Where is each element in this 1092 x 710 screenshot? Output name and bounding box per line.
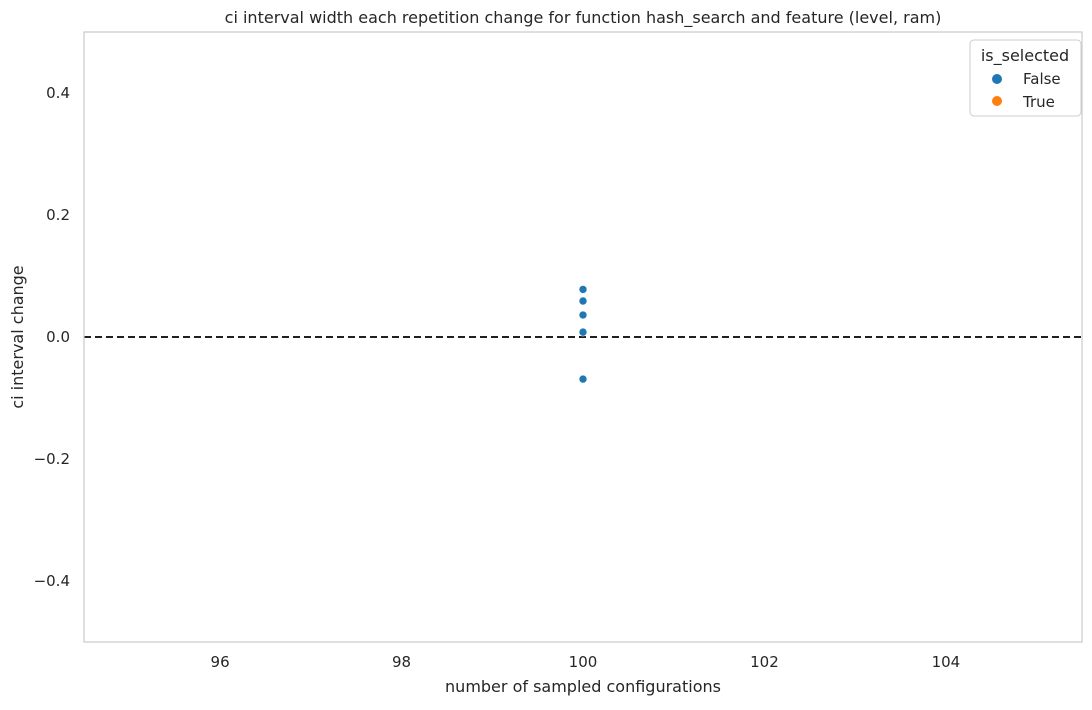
x-tick-label: 98 xyxy=(392,653,411,671)
data-points-layer xyxy=(578,285,588,384)
plot-frame xyxy=(83,31,1083,643)
data-point-false xyxy=(578,327,588,337)
x-tick-label: 102 xyxy=(750,653,779,671)
data-point-false xyxy=(578,285,588,294)
y-tick-label: 0.0 xyxy=(46,328,70,346)
data-point-false xyxy=(578,310,588,320)
chart-title: ci interval width each repetition change… xyxy=(225,8,942,28)
x-tick-label: 100 xyxy=(569,653,598,671)
data-point-false xyxy=(578,374,588,384)
y-axis-label: ci interval change xyxy=(8,265,27,408)
x-axis-label: number of sampled configurations xyxy=(445,677,721,696)
legend-label-true: True xyxy=(1022,93,1055,111)
legend: is_selected False True xyxy=(969,39,1082,117)
x-tick-label: 96 xyxy=(211,653,230,671)
y-tick-label: −0.2 xyxy=(34,450,70,468)
legend-label-false: False xyxy=(1023,70,1061,88)
legend-marker-true xyxy=(992,96,1002,106)
x-tick-label: 104 xyxy=(932,653,961,671)
y-tick-label: −0.4 xyxy=(34,572,70,590)
y-tick-label: 0.2 xyxy=(46,206,70,224)
legend-title: is_selected xyxy=(981,46,1069,66)
x-tick-labels: 96 98 100 102 104 xyxy=(211,653,961,671)
data-point-false xyxy=(578,296,588,306)
y-tick-labels: −0.4 −0.2 0.0 0.2 0.4 xyxy=(34,84,70,590)
legend-marker-false xyxy=(992,74,1002,84)
y-tick-label: 0.4 xyxy=(46,84,70,102)
